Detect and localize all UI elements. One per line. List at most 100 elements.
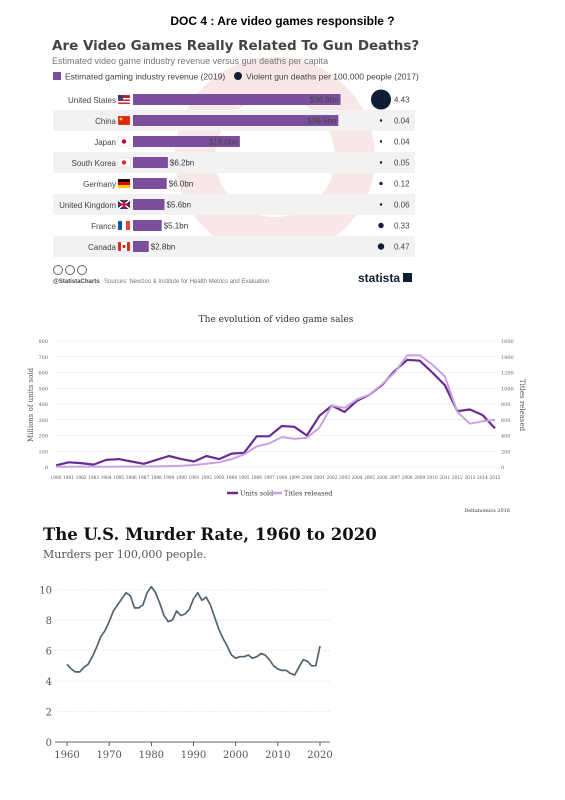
bar-value-label: $5.6bn (167, 201, 191, 210)
flag-icon (117, 115, 131, 126)
license-icons (53, 265, 87, 275)
document-title: DOC 4 : Are video games responsible ? (170, 14, 395, 28)
x-tick: 2010 (265, 750, 290, 761)
y-right-tick: 0 (501, 465, 504, 471)
x-tick: 1991 (189, 476, 200, 481)
bar-value-label: $2.8bn (151, 243, 175, 252)
chart-title: The evolution of video game sales (199, 315, 354, 325)
gun-death-bubble (377, 243, 385, 250)
x-tick: 1981 (63, 476, 74, 481)
gun-death-value: 0.06 (394, 201, 410, 210)
category-label: Germany (83, 180, 116, 189)
murder-rate-chart: The U.S. Murder Rate, 1960 to 2020 Murde… (39, 525, 377, 761)
gun-death-bubble (379, 119, 383, 122)
bar-value-label: $6.0bn (169, 180, 193, 189)
x-tick: 2007 (389, 476, 400, 481)
y-right-tick: 1200 (501, 371, 514, 377)
y-right-tick: 600 (501, 418, 511, 424)
chart-title: Are Video Games Really Related To Gun De… (52, 38, 419, 54)
x-tick: 1986 (126, 476, 137, 481)
x-tick: 1984 (101, 476, 112, 481)
y-axis-label-right: Titles released (518, 379, 526, 432)
flag-icon (117, 94, 131, 105)
x-tick: 2012 (452, 476, 463, 481)
x-tick: 2013 (464, 476, 475, 481)
x-tick: 1983 (88, 476, 99, 481)
series-line-units-sold (55, 358, 496, 467)
x-tick: 2020 (307, 750, 332, 761)
x-tick: 2001 (314, 476, 325, 481)
y-tick: 2 (46, 708, 52, 719)
revenue-bar (133, 178, 167, 189)
flag-icon (117, 178, 131, 189)
x-tick: 2009 (414, 476, 425, 481)
source-note: Sources: Newzoo & Institute for Health M… (104, 279, 269, 285)
bar-value-label: $19.0bn (209, 138, 238, 147)
chart-title: The U.S. Murder Rate, 1960 to 2020 (43, 525, 377, 544)
flag-icon (117, 220, 131, 231)
x-tick: 1970 (96, 750, 121, 761)
gun-death-bubble (378, 222, 384, 229)
credit: Deltanomics 2016 (464, 508, 510, 514)
x-tick: 1995 (239, 476, 250, 481)
revenue-bar (133, 241, 149, 252)
revenue-bar (133, 157, 168, 168)
x-tick: 1987 (138, 476, 149, 481)
murder-rate-line (66, 585, 321, 676)
category-label: France (91, 222, 116, 231)
y-left-tick: 0 (45, 465, 48, 471)
category-label: Canada (88, 243, 117, 252)
x-tick: 2015 (490, 476, 501, 481)
legend-titles: Titles released (284, 490, 332, 498)
y-left-tick: 600 (38, 371, 48, 377)
x-tick: 1992 (201, 476, 212, 481)
credit-handle: @StatistaCharts (53, 279, 100, 285)
bar-value-label: $36.9bn (310, 96, 339, 105)
category-label: Japan (94, 138, 116, 147)
y-left-tick: 400 (38, 402, 48, 408)
category-label: China (95, 117, 116, 126)
legend-swatch-gun-deaths (234, 72, 242, 80)
x-tick: 2014 (477, 476, 488, 481)
x-tick: 1990 (176, 476, 187, 481)
flag-icon (117, 157, 131, 168)
revenue-bar (133, 136, 240, 147)
x-tick: 2002 (326, 476, 337, 481)
y-tick: 8 (46, 616, 52, 627)
legend-gun-deaths: Violent gun deaths per 100,000 people (2… (246, 72, 419, 82)
video-game-sales-chart: The evolution of video game sales 0 0 100 2… (27, 315, 526, 514)
x-tick: 1989 (163, 476, 174, 481)
revenue-bar (133, 94, 341, 105)
x-tick: 1980 (139, 750, 164, 761)
bar-value-label: $36.5bn (307, 117, 336, 126)
statista-logo: statista (358, 271, 400, 285)
bar-value-label: $5.1bn (164, 222, 188, 231)
y-right-tick: 800 (501, 402, 511, 408)
x-tick: 2000 (223, 750, 248, 761)
gun-death-value: 0.47 (394, 243, 410, 252)
statista-logo-mark (403, 273, 412, 282)
flag-icon (117, 241, 131, 252)
gun-death-value: 0.12 (394, 180, 410, 189)
gun-death-bubble (379, 140, 383, 143)
y-tick: 0 (46, 738, 52, 749)
revenue-bar (133, 220, 162, 231)
x-tick: 1998 (276, 476, 287, 481)
x-tick: 2004 (352, 476, 363, 481)
category-label: South Korea (72, 159, 117, 168)
x-tick: 1985 (113, 476, 124, 481)
gun-death-value: 0.33 (394, 222, 410, 231)
y-right-tick: 400 (501, 434, 511, 440)
y-left-tick: 700 (38, 355, 48, 361)
gun-death-bubble (379, 161, 383, 164)
y-right-tick: 1400 (501, 355, 514, 361)
flag-icon (117, 199, 131, 210)
gun-death-value: 0.05 (394, 159, 410, 168)
gun-death-bubble (379, 181, 383, 186)
x-tick: 1993 (214, 476, 225, 481)
gun-death-value: 0.04 (394, 117, 410, 126)
x-tick: 1988 (151, 476, 162, 481)
x-tick: 1960 (54, 750, 79, 761)
y-right-tick: 1000 (501, 386, 514, 392)
y-left-tick: 100 (38, 449, 48, 455)
